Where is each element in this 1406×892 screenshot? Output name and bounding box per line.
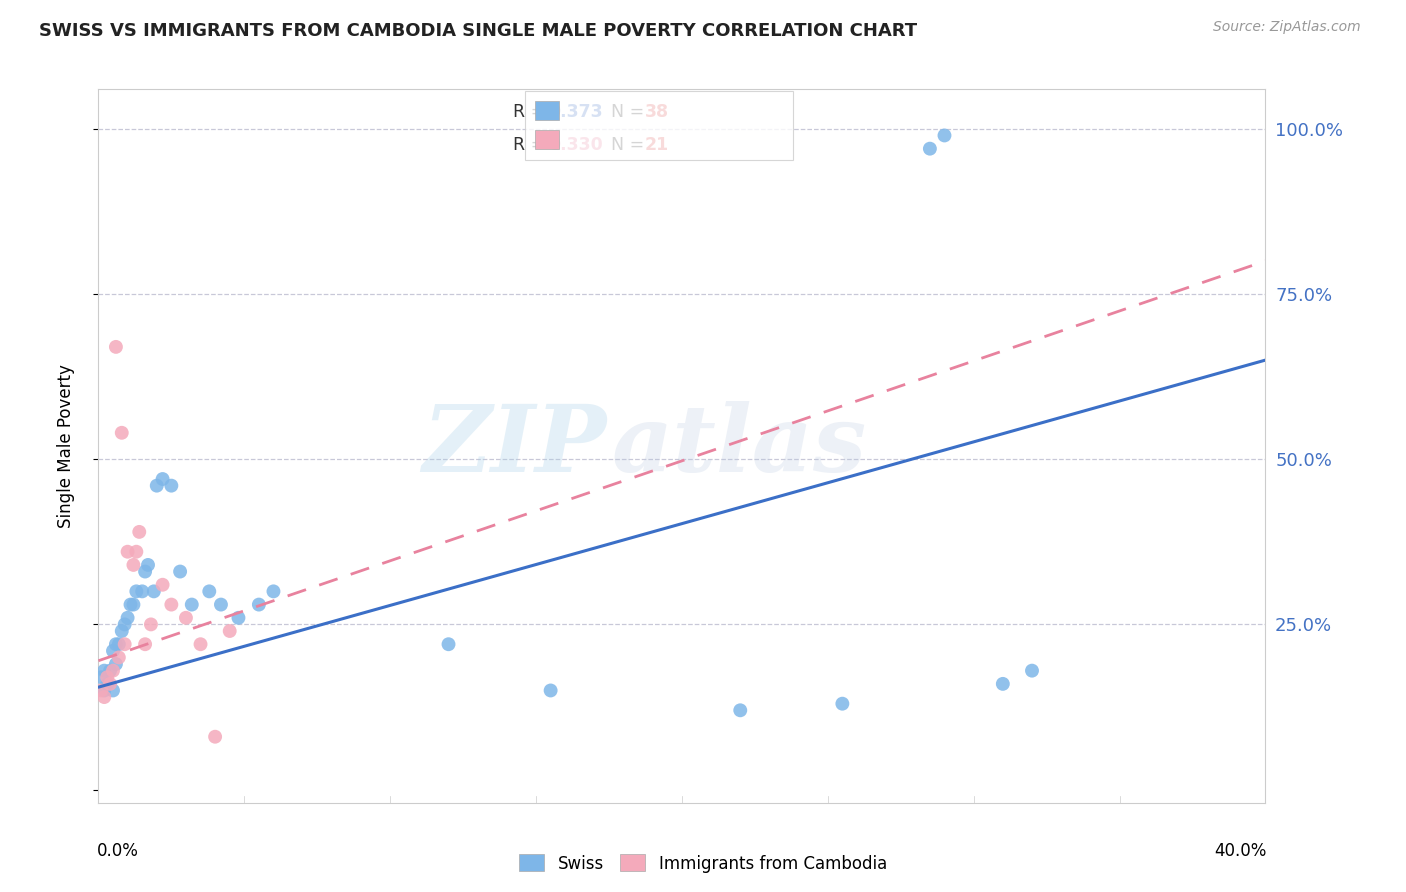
Point: [117, 611, 139, 625]
Point: [108, 637, 131, 651]
Point: [198, 584, 221, 599]
Text: atlas: atlas: [612, 401, 868, 491]
Text: 21: 21: [644, 136, 669, 153]
Point: [228, 611, 250, 625]
Point: [934, 128, 956, 143]
Point: [104, 340, 127, 354]
Point: [139, 617, 162, 632]
Point: [1021, 664, 1043, 678]
Point: [125, 584, 148, 599]
Text: 40.0%: 40.0%: [1215, 842, 1267, 860]
Point: [122, 558, 145, 572]
Point: [247, 598, 270, 612]
Point: [104, 657, 127, 671]
Point: [128, 524, 150, 539]
Point: [134, 637, 156, 651]
Point: [209, 598, 232, 612]
Point: [96, 670, 118, 684]
Point: [142, 584, 165, 599]
Text: 0.0%: 0.0%: [97, 842, 139, 860]
Text: R =: R =: [513, 103, 550, 121]
Text: SWISS VS IMMIGRANTS FROM CAMBODIA SINGLE MALE POVERTY CORRELATION CHART: SWISS VS IMMIGRANTS FROM CAMBODIA SINGLE…: [39, 22, 918, 40]
Point: [190, 637, 212, 651]
Point: [101, 664, 124, 678]
Point: [96, 677, 118, 691]
Text: N =: N =: [600, 103, 650, 121]
Legend: Swiss, Immigrants from Cambodia: Swiss, Immigrants from Cambodia: [512, 847, 894, 880]
Text: 0.330: 0.330: [548, 136, 602, 153]
Point: [90, 683, 112, 698]
Text: Source: ZipAtlas.com: Source: ZipAtlas.com: [1213, 20, 1361, 34]
Point: [93, 690, 115, 704]
Point: [117, 545, 139, 559]
Point: [991, 677, 1014, 691]
Point: [114, 617, 136, 632]
Point: [108, 650, 131, 665]
Point: [120, 598, 142, 612]
Point: [90, 670, 112, 684]
Point: [174, 611, 197, 625]
Legend:                                       ,                                       : ,: [524, 91, 793, 160]
Point: [93, 664, 115, 678]
Point: [125, 545, 148, 559]
Text: 0.373: 0.373: [548, 103, 602, 121]
Point: [98, 677, 121, 691]
Point: [104, 637, 127, 651]
Point: [180, 598, 202, 612]
Point: [540, 683, 562, 698]
Text: ZIP: ZIP: [422, 401, 606, 491]
Point: [204, 730, 226, 744]
Point: [111, 425, 134, 440]
Point: [730, 703, 752, 717]
Point: [218, 624, 240, 638]
Point: [98, 664, 121, 678]
Point: [169, 565, 191, 579]
Point: [831, 697, 853, 711]
Point: [122, 598, 145, 612]
Point: [146, 478, 169, 492]
Point: [134, 565, 156, 579]
Point: [262, 584, 284, 599]
Point: [918, 142, 941, 156]
Point: [93, 683, 115, 698]
Point: [131, 584, 153, 599]
Point: [160, 478, 183, 492]
Point: [114, 637, 136, 651]
Point: [136, 558, 159, 572]
Text: 38: 38: [644, 103, 669, 121]
Point: [160, 598, 183, 612]
Y-axis label: Single Male Poverty: Single Male Poverty: [56, 364, 75, 528]
Point: [437, 637, 460, 651]
Point: [101, 644, 124, 658]
Point: [152, 472, 174, 486]
Point: [152, 578, 174, 592]
Text: N =: N =: [600, 136, 650, 153]
Text: R =: R =: [513, 136, 550, 153]
Point: [111, 624, 134, 638]
Point: [101, 683, 124, 698]
